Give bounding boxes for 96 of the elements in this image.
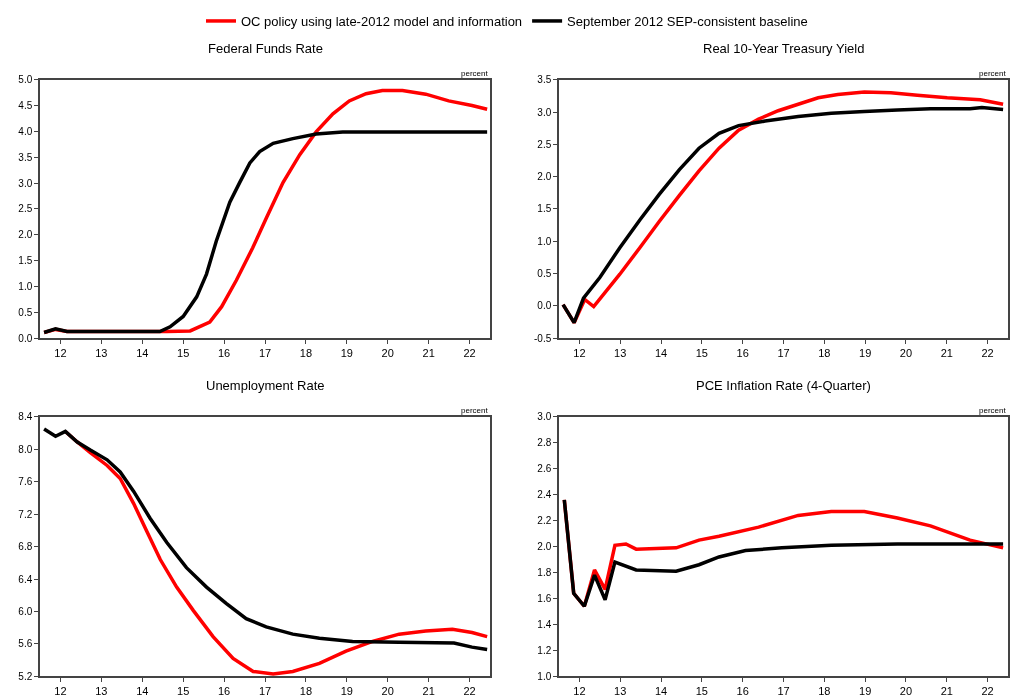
line-series	[562, 498, 1005, 608]
y-tick-label: 2.5	[18, 203, 33, 215]
x-tick-label: 15	[695, 685, 708, 698]
x-tick-label: 18	[818, 347, 831, 360]
x-tick-label: 13	[95, 347, 108, 360]
y-tick-label: -0.5	[534, 332, 552, 344]
y-axis-title: percent	[461, 406, 489, 415]
chart-title: Unemployment Rate	[206, 378, 325, 393]
y-tick-label: 1.2	[537, 644, 552, 656]
x-tick-label: 15	[695, 347, 708, 360]
x-tick-label: 21	[940, 347, 953, 360]
y-tick-label: 1.0	[537, 670, 552, 682]
y-tick-label: 5.6	[18, 638, 33, 650]
x-tick-label: 22	[981, 347, 994, 360]
y-axis-title: percent	[979, 406, 1007, 415]
y-tick-label: 1.0	[18, 281, 33, 292]
legend-label: September 2012 SEP-consistent baseline	[567, 14, 808, 30]
x-tick-label: 15	[177, 685, 190, 698]
y-tick-label: 2.8	[537, 437, 552, 449]
y-tick-label: 1.5	[18, 255, 33, 267]
x-tick-label: 19	[859, 685, 872, 698]
y-tick-label: 8.0	[18, 443, 33, 455]
y-tick-label: 4.5	[18, 100, 33, 112]
y-tick-label: 0.0	[18, 332, 33, 344]
x-tick-label: 16	[217, 347, 231, 360]
x-tick-label: 17	[258, 685, 272, 698]
y-tick-label: 2.0	[537, 171, 552, 183]
y-tick-label: 5.0	[18, 74, 33, 86]
y-axis-title: percent	[979, 69, 1007, 78]
x-tick-label: 20	[381, 347, 394, 360]
y-tick-label: 2.0	[18, 229, 33, 241]
y-tick-label: 2.4	[537, 489, 552, 501]
y-tick-label: 3.0	[18, 177, 33, 189]
y-tick-label: 5.2	[18, 670, 33, 682]
y-tick-label: 1.4	[537, 618, 552, 630]
x-tick-label: 16	[217, 685, 231, 698]
y-tick-label: 0.5	[18, 306, 33, 318]
y-tick-label: 2.5	[537, 138, 552, 150]
x-tick-label: 14	[654, 685, 668, 698]
x-tick-label: 12	[54, 347, 67, 360]
y-tick-label: 1.5	[537, 203, 552, 215]
x-tick-label: 14	[136, 685, 149, 698]
x-tick-label: 13	[614, 685, 627, 698]
x-tick-label: 15	[177, 347, 190, 360]
line-series	[42, 130, 489, 335]
y-tick-label: 3.0	[537, 106, 552, 118]
x-tick-label: 12	[573, 685, 586, 698]
y-tick-label: 1.0	[537, 235, 552, 247]
x-tick-label: 14	[136, 347, 149, 360]
y-tick-label: 4.0	[18, 125, 33, 137]
x-tick-label: 17	[258, 347, 272, 360]
y-tick-label: 0.0	[537, 300, 552, 312]
x-tick-label: 20	[899, 347, 913, 360]
x-tick-label: 16	[736, 347, 749, 360]
x-tick-label: 22	[463, 685, 476, 698]
x-tick-label: 20	[899, 685, 913, 698]
x-tick-label: 22	[981, 685, 994, 698]
y-tick-label: 3.0	[537, 411, 552, 423]
x-tick-label: 12	[573, 347, 586, 360]
y-tick-label: 6.8	[18, 541, 33, 553]
x-tick-label: 22	[463, 347, 476, 360]
y-tick-label: 3.5	[537, 74, 552, 86]
y-axis-title: percent	[461, 69, 489, 78]
x-tick-label: 21	[940, 685, 953, 698]
x-tick-label: 14	[654, 347, 668, 360]
legend-label: OC policy using late-2012 model and information	[241, 14, 523, 30]
x-tick-label: 17	[777, 347, 790, 360]
y-tick-label: 6.4	[18, 573, 33, 585]
x-tick-label: 13	[614, 347, 627, 360]
y-tick-label: 3.5	[18, 151, 33, 163]
y-tick-label: 6.0	[18, 605, 33, 617]
y-tick-label: 0.5	[537, 268, 552, 280]
x-tick-label: 21	[422, 685, 435, 698]
y-tick-label: 7.2	[18, 508, 33, 520]
x-tick-label: 19	[340, 685, 353, 698]
x-tick-label: 12	[54, 685, 67, 698]
y-tick-label: 2.0	[537, 541, 552, 553]
x-tick-label: 20	[381, 685, 394, 698]
x-tick-label: 13	[95, 685, 108, 698]
x-tick-label: 18	[299, 347, 313, 360]
x-tick-label: 19	[859, 347, 872, 360]
chart-title: Real 10-Year Treasury Yield	[703, 41, 865, 56]
x-tick-label: 18	[818, 685, 831, 698]
y-tick-label: 2.2	[537, 515, 552, 527]
y-tick-label: 1.6	[537, 592, 552, 604]
y-tick-label: 1.8	[537, 567, 552, 579]
x-tick-label: 18	[299, 685, 313, 698]
chart-title: PCE Inflation Rate (4-Quarter)	[696, 378, 871, 393]
chart-title: Federal Funds Rate	[208, 41, 323, 56]
x-tick-label: 16	[736, 685, 749, 698]
x-tick-label: 17	[777, 685, 790, 698]
y-tick-label: 7.6	[18, 476, 33, 488]
x-tick-label: 21	[422, 347, 435, 360]
y-tick-label: 8.4	[18, 411, 33, 423]
y-tick-label: 2.6	[537, 463, 552, 475]
x-tick-label: 19	[340, 347, 353, 360]
